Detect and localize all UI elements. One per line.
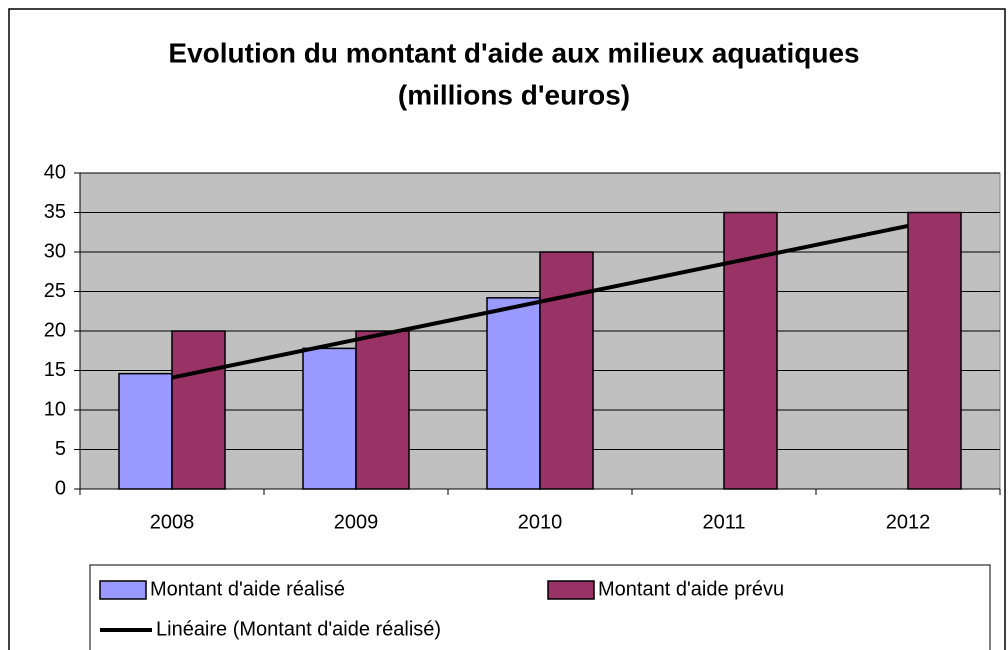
y-tick-label: 0 — [55, 477, 66, 499]
bar — [302, 347, 357, 490]
bar — [355, 330, 410, 490]
y-tick-label: 20 — [44, 319, 66, 341]
y-tick-label: 30 — [44, 240, 66, 262]
y-tick-label: 15 — [44, 359, 66, 381]
y-tick-label: 10 — [44, 398, 66, 420]
bar — [907, 211, 962, 490]
x-tick-label: 2008 — [150, 511, 195, 533]
bar — [171, 330, 226, 490]
y-tick-label: 40 — [44, 161, 66, 183]
legend — [89, 564, 991, 650]
bar — [486, 297, 541, 490]
y-tick-label: 35 — [44, 201, 66, 223]
chart-title: Evolution du montant d'aide aux milieux … — [168, 37, 859, 68]
x-tick-label: 2009 — [334, 511, 379, 533]
legend-label: Montant d'aide réalisé — [150, 578, 345, 600]
x-tick-label: 2010 — [518, 511, 563, 533]
trend-line — [171, 223, 909, 380]
y-tick-label: 5 — [55, 438, 66, 460]
chart-title: (millions d'euros) — [398, 79, 630, 110]
bar — [118, 372, 173, 490]
legend-label: Linéaire (Montant d'aide réalisé) — [156, 618, 441, 640]
legend-label: Montant d'aide prévu — [598, 578, 784, 600]
x-tick-label: 2012 — [886, 511, 931, 533]
y-tick-label: 25 — [44, 280, 66, 302]
x-tick-label: 2011 — [702, 511, 745, 533]
bar — [539, 251, 594, 490]
legend-swatch — [99, 580, 147, 600]
legend-swatch — [547, 580, 595, 600]
